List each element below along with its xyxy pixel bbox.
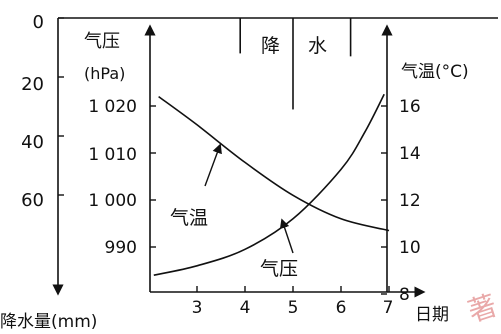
watermark-glyph: 著	[464, 289, 501, 329]
temp-tick-label-10: 10	[399, 238, 421, 258]
temp-tick-label-12: 12	[399, 191, 421, 211]
precip-tick-label-40: 40	[21, 132, 44, 153]
precip-tick-label-0: 0	[33, 12, 44, 33]
date-axis-label: 日期	[415, 305, 449, 325]
pressure-curve-label: 气压	[260, 258, 298, 280]
pressure-axis-label-line2: (hPa)	[84, 64, 125, 83]
date-tick-label-3: 3	[192, 298, 203, 318]
axes	[52, 17, 498, 298]
pressure-tick-label-1010: 1 010	[88, 145, 137, 165]
pressure-pointer-arrow	[279, 218, 294, 254]
temperature-curve-label: 气温	[170, 207, 208, 229]
precipitation-label-left: 降	[261, 35, 280, 57]
pressure-axis-label-line1: 气压	[84, 31, 120, 52]
series-curves	[153, 93, 390, 276]
temp-tick-label-16: 16	[399, 97, 421, 117]
date-tick-label-5: 5	[288, 298, 299, 318]
labels: 0 20 40 60 降水量(mm) 气压 (hPa) 1 020 1 010 …	[0, 12, 469, 332]
temp-tick-label-8: 8	[399, 285, 410, 305]
pressure-curve	[158, 95, 390, 232]
date-tick-label-7: 7	[383, 298, 394, 318]
precipitation-axis-label: 降水量(mm)	[0, 312, 97, 332]
pressure-tick-label-990: 990	[105, 238, 137, 258]
annotation-arrows	[204, 143, 294, 254]
temperature-pointer-arrow	[204, 143, 222, 187]
temperature-curve	[153, 93, 385, 276]
precipitation-bars	[239, 18, 352, 110]
precip-tick-label-20: 20	[21, 74, 44, 95]
pressure-tick-label-1000: 1 000	[88, 191, 137, 211]
temperature-axis-label: 气温(°C)	[401, 62, 469, 82]
precip-tick-label-60: 60	[21, 190, 44, 211]
date-tick-label-4: 4	[240, 298, 251, 318]
precipitation-label-right: 水	[308, 35, 327, 57]
tick-marks	[58, 17, 390, 295]
pressure-tick-label-1020: 1 020	[88, 97, 137, 117]
temp-tick-label-14: 14	[399, 144, 421, 164]
date-tick-label-6: 6	[336, 298, 347, 318]
